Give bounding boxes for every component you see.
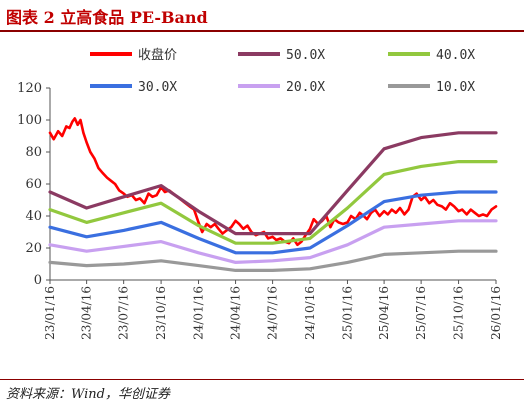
series-line-10-0x xyxy=(48,249,498,272)
pe-band-chart: 0 20 40 60 80 100 120 23/01/16 23/04/16 23/07/16 2… xyxy=(17,47,503,340)
y-tick-label: 80 xyxy=(25,145,42,160)
x-tick-label: 23/10/16 xyxy=(154,286,168,340)
x-tick-label: 24/04/16 xyxy=(229,286,243,340)
legend-label: 10.0X xyxy=(436,80,475,95)
source-rule xyxy=(0,379,524,380)
source-note: 资料来源：Wind，华创证券 xyxy=(6,387,170,402)
series-line-20-0x xyxy=(48,219,498,264)
y-tick-label: 0 xyxy=(34,273,42,288)
x-tick-label: 25/04/16 xyxy=(377,286,391,340)
x-tick-label: 25/10/16 xyxy=(452,286,466,340)
series-line-40-0x xyxy=(48,160,498,245)
series-line-50-0x xyxy=(48,131,498,236)
figure-title: 图表 2 立高食品 PE-Band xyxy=(6,8,208,27)
x-tick-label: 23/04/16 xyxy=(80,286,94,340)
legend-label: 20.0X xyxy=(286,80,325,95)
x-tick-label: 24/10/16 xyxy=(303,286,317,340)
series-line-close-price xyxy=(48,117,498,247)
legend-label: 收盘价 xyxy=(138,47,177,63)
x-tick-label: 23/07/16 xyxy=(117,286,131,340)
x-tick-label: 25/07/16 xyxy=(414,286,428,340)
legend-label: 30.0X xyxy=(138,80,177,95)
x-tick-label: 26/01/16 xyxy=(489,286,503,340)
y-tick-label: 100 xyxy=(17,113,42,128)
y-tick-label: 40 xyxy=(25,209,42,224)
y-tick-label: 120 xyxy=(17,81,42,96)
x-tick-label: 24/01/16 xyxy=(192,286,206,340)
x-tick-label: 25/01/16 xyxy=(340,286,354,340)
series-line-30-0x xyxy=(48,190,498,255)
y-tick-label: 20 xyxy=(25,241,42,256)
title-bar: 图表 2 立高食品 PE-Band xyxy=(0,0,524,30)
x-tick-label: 23/01/16 xyxy=(43,286,57,340)
x-tick-label: 24/07/16 xyxy=(266,286,280,340)
legend-label: 50.0X xyxy=(286,48,325,63)
y-tick-label: 60 xyxy=(25,177,42,192)
title-rule xyxy=(0,30,524,32)
legend-label: 40.0X xyxy=(436,48,475,63)
